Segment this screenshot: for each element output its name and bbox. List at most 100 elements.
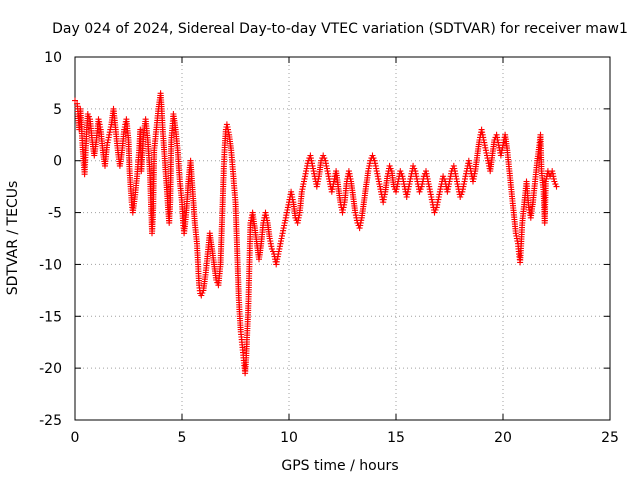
data-point (369, 152, 376, 159)
data-point-interp (436, 191, 443, 198)
data-point-interp (321, 155, 328, 162)
data-point (373, 168, 380, 175)
data-series (72, 90, 560, 377)
data-point-interp (428, 196, 435, 203)
data-point-interp (471, 170, 478, 177)
data-point (549, 168, 556, 175)
data-point (95, 116, 102, 123)
data-point-interp (270, 248, 276, 255)
data-point-interp (97, 124, 104, 130)
data-point-interp (494, 137, 501, 143)
data-point (121, 126, 128, 133)
data-point-interp (263, 214, 270, 221)
data-point (480, 137, 487, 143)
data-point (395, 178, 402, 185)
data-point-interp (466, 162, 473, 169)
data-point (266, 235, 273, 242)
data-point-interp (268, 243, 275, 250)
data-point (470, 178, 476, 185)
x-tick-label: 20 (494, 430, 512, 446)
x-axis-label: GPS time / hours (281, 458, 398, 474)
data-point (345, 168, 352, 175)
data-point (288, 188, 295, 195)
data-point-interp (284, 204, 291, 211)
y-tick-label: 5 (53, 102, 62, 118)
data-point (84, 111, 91, 117)
data-point (551, 178, 558, 185)
data-point-interp (413, 173, 420, 180)
data-point-interp (329, 186, 336, 193)
data-point-interp (441, 175, 448, 182)
data-point-interp (479, 129, 486, 136)
data-point-interp (404, 191, 411, 198)
data-point (397, 168, 404, 175)
data-point-interp (417, 186, 424, 193)
data-point (485, 157, 491, 164)
data-point (356, 225, 363, 232)
y-tick-label: -20 (39, 361, 62, 377)
data-point-interp (387, 165, 394, 172)
data-point (384, 173, 391, 180)
data-point-interp (434, 199, 441, 206)
data-point (330, 178, 337, 185)
data-point (399, 173, 406, 180)
data-point-interp (462, 173, 469, 180)
data-point (416, 188, 423, 195)
data-point-interp (460, 181, 467, 188)
data-point-interp (375, 175, 382, 182)
data-point-interp (543, 175, 550, 182)
y-tick-label: -15 (39, 309, 62, 325)
data-point-interp (274, 256, 281, 263)
x-tick-label: 10 (280, 430, 298, 446)
y-tick-label: 10 (44, 50, 62, 66)
data-point-interp (550, 175, 557, 182)
data-point (553, 183, 560, 190)
data-point (386, 162, 393, 169)
x-tick-label: 25 (601, 430, 619, 446)
data-point-interp (365, 165, 372, 172)
data-point (298, 188, 305, 195)
data-point-interp (279, 232, 285, 239)
data-point (440, 173, 447, 180)
x-tick-label: 5 (178, 430, 187, 446)
data-point-interp (283, 212, 290, 219)
data-point (106, 131, 113, 138)
data-point-interp (424, 173, 430, 180)
data-point-interp (398, 170, 405, 177)
data-point-interp (340, 207, 346, 213)
data-point-interp (483, 149, 490, 156)
data-point (431, 209, 438, 216)
data-point (324, 168, 331, 175)
data-point (277, 240, 284, 247)
x-tick-label: 0 (71, 430, 80, 446)
data-point-interp (393, 186, 400, 193)
data-point-interp (326, 175, 333, 182)
data-point (457, 194, 464, 200)
data-point-interp (381, 194, 388, 200)
y-tick-label: -25 (39, 413, 62, 429)
axis-ticks: 0 5 10 15 20 25 10 5 0 -5 -10 -15 -20 -25 (39, 50, 619, 446)
data-point (512, 230, 519, 237)
data-point (303, 168, 310, 175)
data-point-interp (458, 191, 465, 198)
plot-frame (74, 56, 611, 421)
chart-title: Day 024 of 2024, Sidereal Day-to-day VTE… (52, 21, 628, 37)
data-point-interp (301, 175, 308, 182)
data-point (352, 209, 359, 216)
data-point-interp (289, 196, 296, 203)
y-tick-label: 0 (53, 154, 62, 170)
data-point-interp (199, 290, 206, 296)
data-point-interp (347, 175, 354, 182)
data-point-interp (407, 175, 414, 182)
data-point-interp (500, 139, 507, 146)
data-point-interp (411, 165, 418, 172)
data-point (309, 162, 316, 169)
data-point-interp (280, 225, 287, 232)
data-point (452, 173, 459, 180)
data-point-interp (451, 165, 458, 172)
data-point-interp (225, 129, 232, 136)
data-point-interp (311, 170, 318, 177)
x-tick-label: 15 (387, 430, 405, 446)
data-point (72, 97, 78, 104)
